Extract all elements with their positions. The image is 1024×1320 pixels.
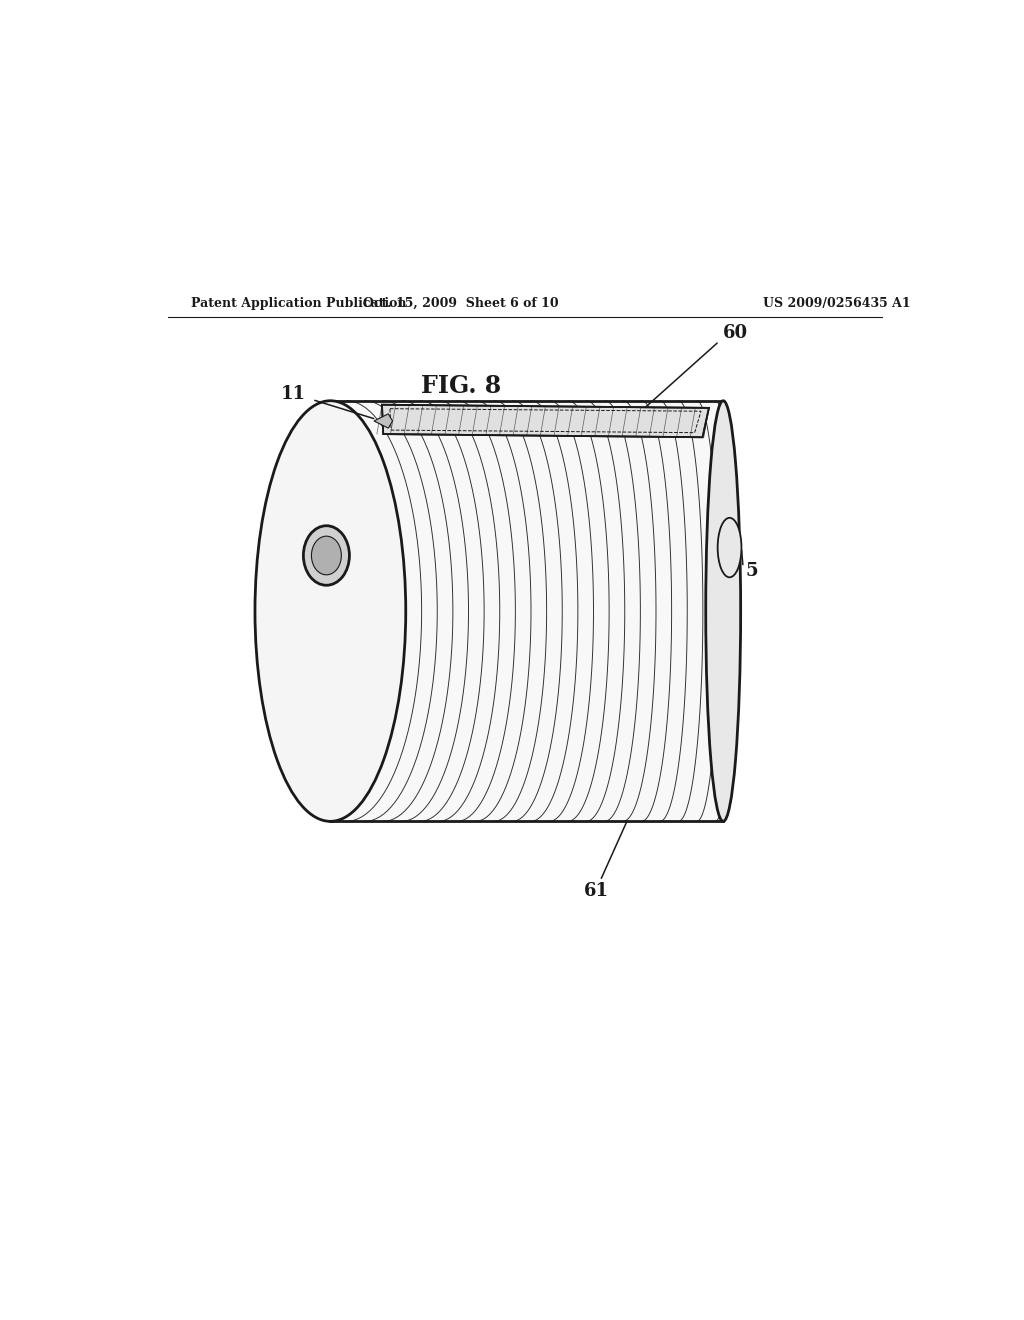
Ellipse shape bbox=[311, 536, 341, 574]
Text: FIG. 8: FIG. 8 bbox=[421, 375, 502, 399]
Text: Patent Application Publication: Patent Application Publication bbox=[191, 297, 407, 310]
Polygon shape bbox=[374, 414, 392, 428]
Ellipse shape bbox=[303, 525, 349, 585]
Text: 61: 61 bbox=[584, 882, 608, 900]
Text: Oct. 15, 2009  Sheet 6 of 10: Oct. 15, 2009 Sheet 6 of 10 bbox=[364, 297, 559, 310]
Text: 60: 60 bbox=[723, 325, 749, 342]
Ellipse shape bbox=[718, 517, 741, 577]
Polygon shape bbox=[382, 405, 709, 437]
Text: US 2009/0256435 A1: US 2009/0256435 A1 bbox=[763, 297, 910, 310]
Polygon shape bbox=[331, 401, 723, 821]
Text: 5: 5 bbox=[745, 562, 758, 581]
Ellipse shape bbox=[706, 401, 740, 821]
Ellipse shape bbox=[255, 401, 406, 821]
Text: 11: 11 bbox=[281, 385, 306, 403]
